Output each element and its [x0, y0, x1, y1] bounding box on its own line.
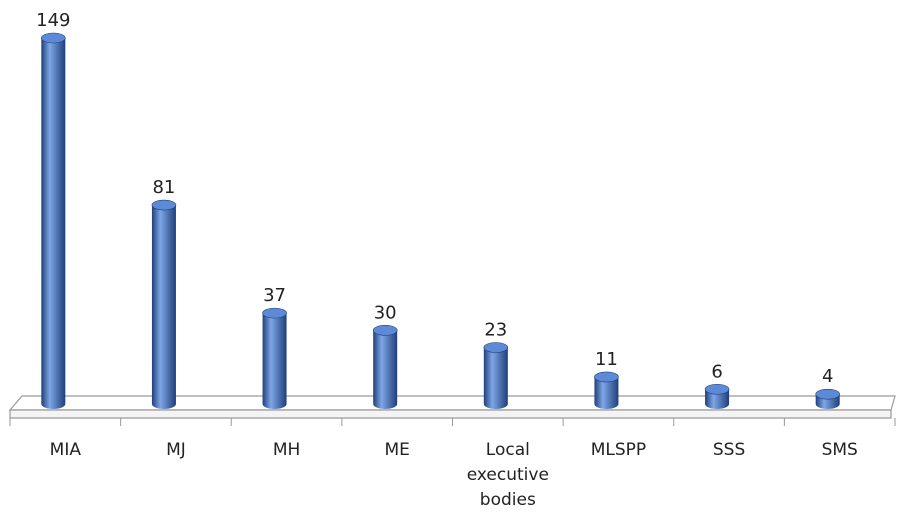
- category-label: Local executive bodies: [467, 440, 549, 510]
- value-label: 4: [822, 366, 833, 387]
- chart-floor: [8, 395, 896, 426]
- bar-body: [373, 330, 398, 409]
- floor-front: [9, 409, 892, 419]
- bar-body: [705, 389, 730, 409]
- value-label: 37: [263, 285, 286, 306]
- value-label: 81: [152, 177, 175, 198]
- bar-body: [151, 205, 176, 409]
- category-label-line: Local: [486, 440, 530, 460]
- category-label: MJ: [166, 440, 186, 460]
- bar-body: [262, 313, 287, 409]
- category-label: MIA: [50, 440, 82, 460]
- bar-mj: [151, 199, 177, 409]
- category-label: ME: [384, 440, 409, 460]
- value-label: 11: [595, 349, 618, 370]
- value-label: 6: [711, 361, 722, 382]
- category-label-line: MH: [273, 440, 300, 460]
- value-label: 23: [484, 320, 507, 341]
- category-label: MLSPP: [591, 440, 646, 460]
- category-label: MH: [273, 440, 300, 460]
- bar-top: [594, 371, 619, 383]
- category-label-line: executive: [467, 465, 549, 485]
- bar-sss: [704, 383, 730, 409]
- bar-body: [594, 376, 619, 409]
- value-label: 30: [374, 302, 397, 323]
- bar-me: [372, 325, 398, 409]
- bars: [41, 32, 840, 409]
- value-label: 149: [36, 10, 70, 31]
- category-label-line: MLSPP: [591, 440, 646, 460]
- category-label-line: ME: [384, 440, 409, 460]
- bar-mia: [41, 32, 66, 409]
- floor-top: [8, 395, 896, 411]
- bar-top: [262, 307, 287, 319]
- bar-top: [41, 32, 66, 44]
- category-label: SMS: [822, 440, 858, 460]
- bar-top: [815, 388, 840, 400]
- bar-body: [483, 347, 508, 409]
- bar-top: [483, 342, 509, 353]
- value-labels: 149 81 37 30 23 11 6 4: [36, 10, 833, 387]
- category-label-line: MIA: [50, 440, 82, 460]
- bar-body: [41, 38, 66, 409]
- bar-sms: [815, 388, 840, 409]
- bar-local-executive-bodies: [483, 342, 509, 409]
- category-labels: MIA MJ MH ME Local executive bodies MLSPP SSS SMS: [50, 440, 858, 510]
- category-label-line: SSS: [713, 440, 745, 460]
- bar-top: [704, 383, 730, 395]
- bar-top: [372, 325, 398, 336]
- bar-top: [151, 199, 177, 211]
- category-label-line: bodies: [480, 490, 536, 510]
- category-label-line: MJ: [166, 440, 186, 460]
- bar-mlspp: [594, 371, 619, 409]
- category-label: SSS: [713, 440, 745, 460]
- category-label-line: SMS: [822, 440, 858, 460]
- bar-mh: [262, 307, 287, 409]
